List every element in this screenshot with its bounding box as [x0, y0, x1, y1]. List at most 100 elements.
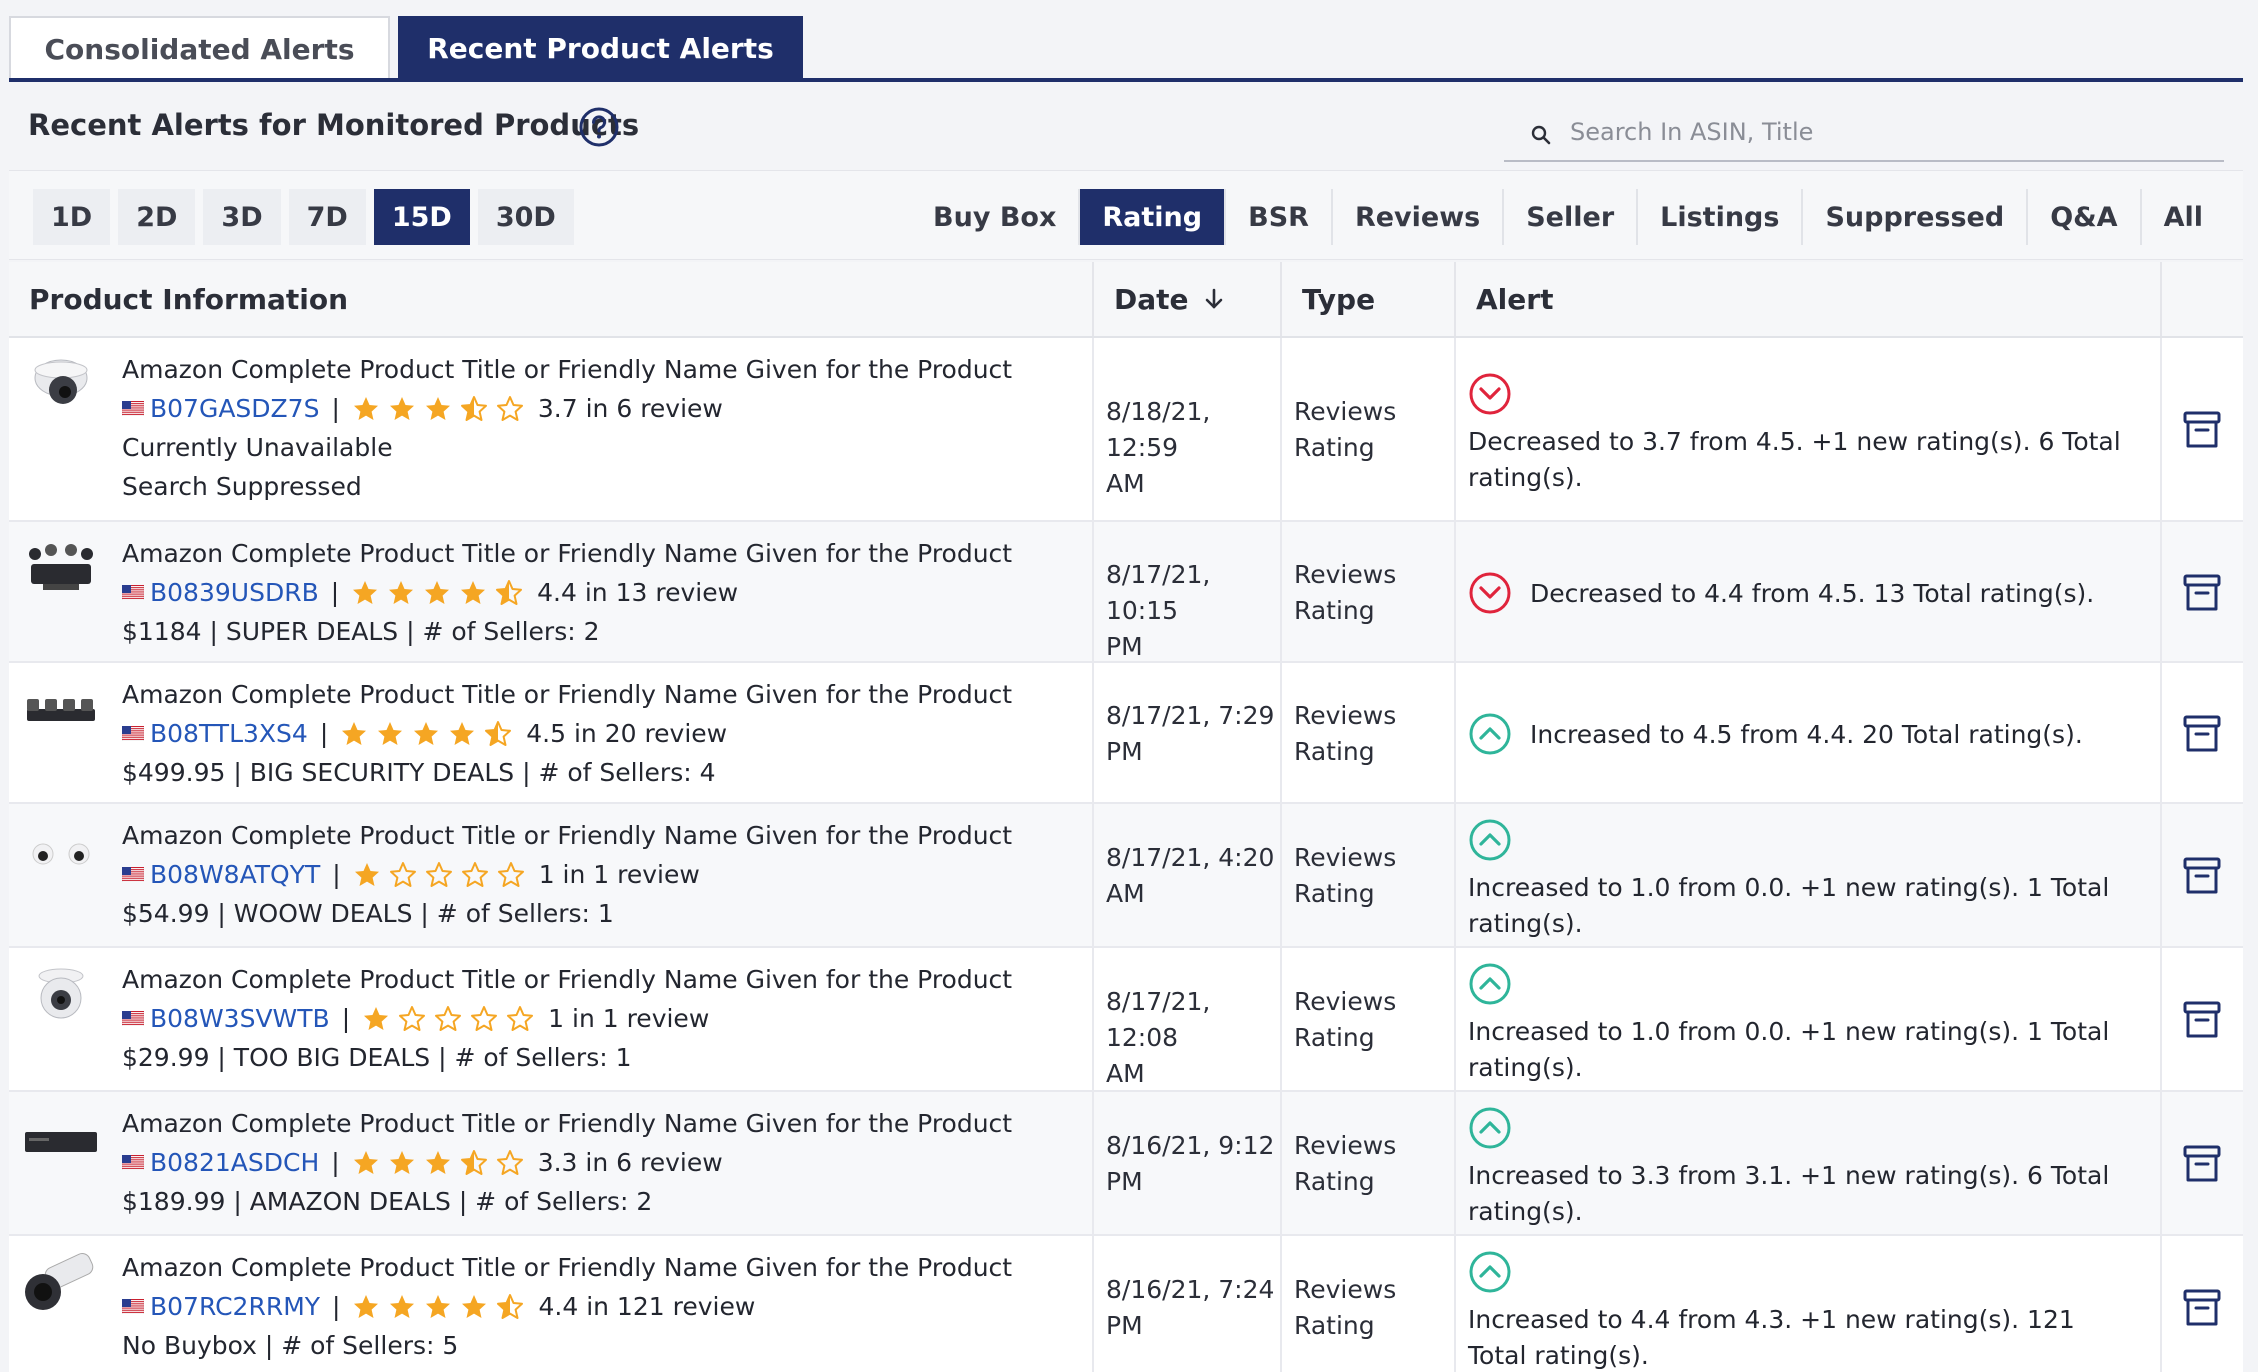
product-title[interactable]: Amazon Complete Product Title or Friendl…: [122, 539, 1013, 568]
archive-icon[interactable]: [2182, 1287, 2222, 1329]
type-pill-reviews[interactable]: Reviews: [1333, 189, 1505, 245]
table-row: Amazon Complete Product Title or Friendl…: [9, 338, 2243, 522]
product-info-cell: Amazon Complete Product Title or Friendl…: [9, 948, 1094, 1090]
product-title[interactable]: Amazon Complete Product Title or Friendl…: [122, 1253, 1013, 1282]
product-thumbnail[interactable]: [21, 814, 101, 894]
range-pill-7d[interactable]: 7D: [288, 189, 366, 245]
star-empty-icon: [425, 861, 452, 887]
product-info-cell: Amazon Complete Product Title or Friendl…: [9, 663, 1094, 802]
table-row: Amazon Complete Product Title or Friendl…: [9, 948, 2243, 1092]
alert-date: 8/16/21, 9:12 PM: [1106, 1128, 1274, 1200]
range-pill-2d[interactable]: 2D: [118, 189, 196, 245]
product-meta: B08TTL3XS4 | 4.5 in 20 review: [122, 714, 1012, 753]
product-title[interactable]: Amazon Complete Product Title or Friendl…: [122, 355, 1013, 384]
archive-icon[interactable]: [2182, 1143, 2222, 1185]
product-title[interactable]: Amazon Complete Product Title or Friendl…: [122, 965, 1013, 994]
product-thumbnail[interactable]: [21, 958, 101, 1038]
separator: |: [331, 394, 340, 423]
star-full-icon: [389, 396, 414, 420]
range-pill-30d[interactable]: 30D: [477, 189, 574, 245]
archive-icon[interactable]: [2182, 572, 2222, 614]
asin-link[interactable]: B0839USDRB: [150, 578, 319, 607]
alert-message-block: Increased to 4.4 from 4.3. +1 new rating…: [1468, 1250, 2138, 1372]
help-icon[interactable]: [578, 106, 620, 148]
product-title[interactable]: Amazon Complete Product Title or Friendl…: [122, 821, 1013, 850]
star-full-icon: [389, 580, 414, 604]
archive-icon[interactable]: [2182, 855, 2222, 897]
asin-link[interactable]: B08W3SVWTB: [150, 1004, 330, 1033]
type-pill-listings[interactable]: Listings: [1638, 189, 1804, 245]
product-detail-line: $499.95 | BIG SECURITY DEALS | # of Sell…: [122, 758, 716, 787]
star-full-icon: [461, 580, 486, 604]
type-cell: Reviews Rating: [1282, 522, 1456, 661]
increase-chevron-icon: [1469, 713, 1511, 755]
archive-icon[interactable]: [2182, 713, 2222, 755]
alert-date-line: AM: [1106, 879, 1145, 908]
range-pill-15d[interactable]: 15D: [373, 189, 470, 245]
table-body: Amazon Complete Product Title or Friendl…: [9, 338, 2243, 1372]
product-info: Amazon Complete Product Title or Friendl…: [122, 675, 1012, 792]
type-cell: Reviews Rating: [1282, 1092, 1456, 1234]
product-info: Amazon Complete Product Title or Friendl…: [122, 1104, 1012, 1221]
alert-date: 8/17/21, 7:29 PM: [1106, 698, 1274, 770]
asin-link[interactable]: B08TTL3XS4: [150, 719, 308, 748]
star-full-icon: [353, 580, 378, 604]
alert-type: Reviews Rating: [1294, 840, 1396, 912]
alert-type-line: Rating: [1294, 737, 1375, 766]
product-title[interactable]: Amazon Complete Product Title or Friendl…: [122, 680, 1013, 709]
asin-link[interactable]: B0821ASDCH: [150, 1148, 320, 1177]
type-cell: Reviews Rating: [1282, 804, 1456, 946]
product-detail-line: Currently Unavailable: [122, 433, 393, 462]
alert-date-line: 8/16/21, 7:24: [1106, 1275, 1275, 1304]
product-thumbnail[interactable]: [21, 1246, 101, 1326]
rating-summary: 4.5 in 20 review: [526, 719, 728, 748]
search-input[interactable]: [1570, 118, 2190, 146]
type-pill-q-a[interactable]: Q&A: [2028, 189, 2142, 245]
star-full-icon: [389, 1150, 414, 1174]
star-full-icon: [414, 721, 439, 745]
product-title[interactable]: Amazon Complete Product Title or Friendl…: [122, 1109, 1013, 1138]
type-cell: Reviews Rating: [1282, 338, 1456, 520]
product-thumbnail[interactable]: [21, 532, 101, 612]
actions-cell: [2162, 522, 2243, 661]
alert-type: Reviews Rating: [1294, 698, 1396, 770]
column-header-date[interactable]: Date: [1094, 262, 1282, 336]
product-thumbnail[interactable]: [21, 348, 101, 428]
archive-icon[interactable]: [2182, 999, 2222, 1041]
us-flag-icon: [122, 726, 144, 741]
product-thumbnail[interactable]: [21, 673, 101, 753]
us-flag-icon: [122, 401, 144, 416]
star-rating: [362, 1005, 534, 1033]
product-info-cell: Amazon Complete Product Title or Friendl…: [9, 804, 1094, 946]
star-full-icon: [450, 721, 475, 745]
range-pill-1d[interactable]: 1D: [33, 189, 111, 245]
star-full-icon: [425, 580, 450, 604]
sort-descending-icon[interactable]: [1203, 287, 1225, 311]
alert-type-line: Rating: [1294, 879, 1375, 908]
product-meta: B08W8ATQYT | 1 in 1 review: [122, 855, 1012, 894]
asin-link[interactable]: B07RC2RRMY: [150, 1292, 321, 1321]
alert-message-block: Decreased to 4.4 from 4.5. 13 Total rati…: [1468, 571, 2094, 615]
type-pill-suppressed[interactable]: Suppressed: [1803, 189, 2029, 245]
actions-cell: [2162, 663, 2243, 802]
type-pill-rating[interactable]: Rating: [1080, 189, 1227, 245]
asin-link[interactable]: B07GASDZ7S: [150, 394, 320, 423]
type-pill-seller[interactable]: Seller: [1504, 189, 1639, 245]
type-pill-buy-box[interactable]: Buy Box: [911, 189, 1081, 245]
tab-recent-product-alerts[interactable]: Recent Product Alerts: [398, 16, 803, 80]
decrease-chevron-icon: [1469, 572, 1511, 614]
star-empty-icon: [461, 861, 488, 887]
star-full-icon: [364, 1006, 389, 1030]
product-detail-line: $54.99 | WOOW DEALS | # of Sellers: 1: [122, 899, 614, 928]
alert-type-line: Reviews: [1294, 1131, 1397, 1160]
range-pill-3d[interactable]: 3D: [203, 189, 281, 245]
tab-consolidated-alerts[interactable]: Consolidated Alerts: [9, 16, 390, 80]
star-rating: [352, 1293, 524, 1321]
type-pill-all[interactable]: All: [2163, 201, 2203, 233]
archive-icon[interactable]: [2182, 409, 2222, 451]
asin-link[interactable]: B08W8ATQYT: [150, 860, 321, 889]
product-thumbnail[interactable]: [21, 1102, 101, 1182]
alert-type: Reviews Rating: [1294, 394, 1396, 466]
page-title: Recent Alerts for Monitored Products: [28, 108, 640, 142]
type-pill-bsr[interactable]: BSR: [1226, 189, 1333, 245]
